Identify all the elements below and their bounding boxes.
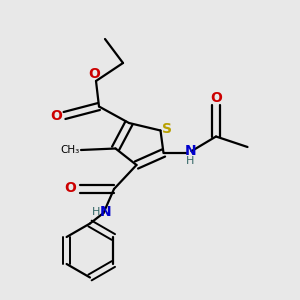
Text: H: H [186,155,194,166]
Text: N: N [184,144,196,158]
Text: N: N [100,205,112,219]
Text: H: H [92,207,100,217]
Text: O: O [211,91,223,104]
Text: O: O [88,67,101,80]
Text: S: S [162,122,172,136]
Text: O: O [64,182,76,195]
Text: O: O [50,109,62,122]
Text: CH₃: CH₃ [60,145,80,155]
